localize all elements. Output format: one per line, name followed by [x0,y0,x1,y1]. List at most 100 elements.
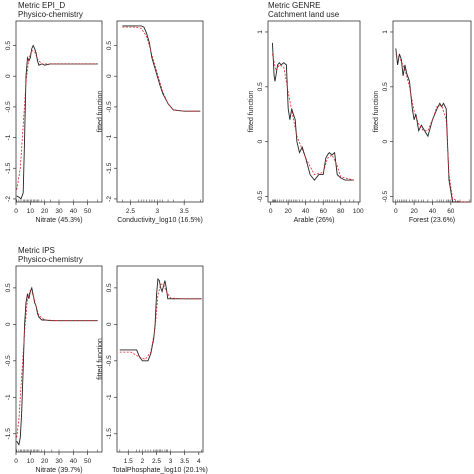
chart-panel-6: 1.5 2 2.5 3 3.5 4 -1.5 -1 -0.5 0 0.5 TotalPhosphate… [97,265,208,474]
x-tick-label: 3 [169,458,173,465]
x-tick-label: 20 [41,458,49,465]
y-tick-label: 0.5 [382,82,389,91]
y-tick-label: 0 [382,139,389,143]
y-tick-label: 0 [106,322,113,326]
y-tick-label: 0.5 [106,41,113,50]
x-tick-label: 20 [285,208,293,215]
x-tick-label: 30 [55,458,63,465]
y-tick-label: -0.5 [5,101,12,113]
chart-panel-1: 0 10 20 30 40 50 -2 -1.5 -1 -0.5 0 0.5 Nitrate (45.3… [5,20,103,224]
x-tick-label: 80 [337,208,345,215]
group-header-ips: Metric IPS Physico-chemistry [18,246,83,264]
smoothed-series-line [16,49,98,190]
x-tick-label: 4 [197,458,201,465]
plot-frame [267,20,361,203]
x-tick-label: 40 [302,208,310,215]
fitted-series-line [16,286,98,446]
y-tick-label: -0.5 [382,191,389,203]
y-tick-label: 0 [106,74,113,78]
y-tick-label: -1 [106,134,113,140]
group-header-epi-d: Metric EPI_D Physico-chemistry [18,1,83,19]
metric-title: Metric IPS [18,246,55,255]
y-tick-label: -2 [5,196,12,202]
y-tick-label: 0 [5,322,12,326]
chart-panel-5: 0 10 20 30 40 50 -1.5 -1 -0.5 0 0.5 Nitrate (39.7%) [5,265,103,474]
category-subtitle: Physico-chemistry [18,255,83,264]
smoothed-series-line [395,53,470,203]
x-tick-label: 10 [27,458,35,465]
x-tick-label: 40 [70,208,78,215]
fitted-series-line [271,42,354,181]
category-subtitle: Physico-chemistry [18,10,83,19]
y-tick-label: 0 [5,74,12,78]
x-axis-label: Conductivity_log10 (16.5%) [117,217,203,224]
x-tick-label: 40 [429,208,437,215]
x-axis-label: Arable (26%) [294,217,335,224]
y-tick-label: -0.5 [106,101,113,113]
group-header-genre: Metric GENRE Catchment land use [268,1,339,19]
fitted-series-line [16,44,98,200]
smoothed-series-line [272,53,354,181]
y-tick-label: -1.5 [106,162,113,174]
metric-title: Metric GENRE [268,1,321,10]
metric-title: Metric EPI_D [18,1,66,10]
chart-panel-4: 0 20 40 60 -0.5 0 0.5 1 Forest (23.6%) fitted fun… [373,20,472,224]
x-tick-label: 100 [353,208,364,215]
x-tick-label: 0 [14,458,18,465]
smoothed-series-line [16,289,98,438]
chart-panel-3: 0 20 40 60 80 100 -0.5 0 0.5 1 Arable (26%) fitted … [248,20,364,224]
fitted-series-line [395,48,470,203]
y-tick-label: 0.5 [5,41,12,50]
y-axis-label: fitted function [248,91,255,133]
category-subtitle: Catchment land use [268,10,340,19]
y-tick-label: -0.5 [257,191,264,203]
fitted-series-line [119,278,202,362]
x-axis-label: TotalPhosphate_log10 (20.1%) [112,467,208,474]
x-tick-label: 3 [156,208,160,215]
y-tick-label: 0.5 [257,82,264,91]
x-tick-label: 20 [41,208,49,215]
smoothed-series-line [119,283,202,360]
x-axis-label: Nitrate (45.3%) [35,217,82,224]
plot-frame [392,20,472,203]
x-tick-label: 2.5 [126,208,135,215]
x-tick-label: 2.5 [152,458,161,465]
y-axis-label: fitted function [97,338,104,380]
x-tick-label: 1.5 [124,458,133,465]
x-tick-label: 3.5 [180,458,189,465]
x-tick-label: 0 [14,208,18,215]
x-axis-label: Nitrate (39.7%) [35,467,82,474]
x-tick-label: 0 [394,208,398,215]
x-tick-label: 10 [27,208,35,215]
y-tick-label: -1.5 [5,162,12,174]
y-axis-label: fitted function [373,91,380,133]
plot-frame [15,20,103,203]
x-tick-label: 50 [84,458,92,465]
y-tick-label: -0.5 [106,355,113,367]
y-axis-label: fitted function [97,91,104,133]
x-tick-label: 3.5 [180,208,189,215]
y-tick-label: 1 [257,30,264,34]
y-tick-label: 1 [382,30,389,34]
x-tick-label: 40 [70,458,78,465]
y-tick-label: -1 [106,394,113,400]
x-tick-label: 60 [447,208,455,215]
y-tick-label: -1 [5,134,12,140]
y-tick-label: -2 [106,196,113,202]
x-tick-label: 2 [141,458,145,465]
x-tick-label: 0 [269,208,273,215]
y-tick-label: 0 [257,139,264,143]
fitted-series-line [122,25,201,112]
y-tick-label: 0.5 [5,283,12,292]
y-tick-label: -0.5 [5,355,12,367]
plot-frame [116,265,204,453]
x-tick-label: 60 [320,208,328,215]
chart-panel-2: 2.5 3 3.5 -2 -1.5 -1 -0.5 0 0.5 Conductivity_log1… [97,20,204,224]
y-tick-label: 0.5 [106,283,113,292]
x-tick-label: 30 [55,208,63,215]
y-tick-label: -1.5 [106,428,113,440]
x-tick-label: 20 [410,208,418,215]
x-axis-label: Forest (23.6%) [409,217,455,224]
y-tick-label: -1 [5,394,12,400]
